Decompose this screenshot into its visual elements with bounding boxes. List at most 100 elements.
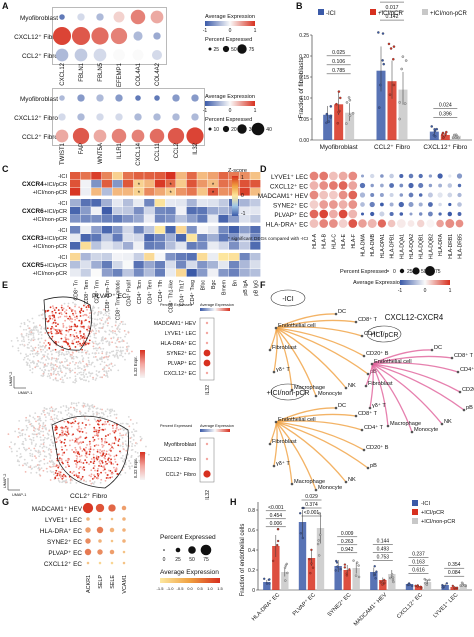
panel-e-bottom-point (139, 435, 142, 438)
panel-e-bottom-point (25, 428, 28, 431)
panel-e-top-point (76, 343, 79, 346)
panel-c-cell (123, 269, 134, 277)
panel-e-bottom-point (61, 461, 64, 464)
panel-d-col-label: HLA-DMB (370, 233, 376, 256)
panel-c-cell (218, 188, 229, 196)
panel-e-top-point (96, 374, 99, 377)
panel-e-top-point (87, 325, 90, 328)
panel-e-bottom-point (78, 441, 81, 444)
panel-e-bottom-point (132, 438, 135, 441)
panel-d-dot (457, 192, 462, 198)
panel-e-top-point (114, 332, 117, 335)
panel-e-bottom-point (107, 434, 110, 436)
panel-e-bottom-point (65, 405, 68, 407)
panel-e-bottom-point (42, 434, 45, 437)
panel-e-bottom-point (98, 412, 100, 415)
panel-e-bottom-point (79, 466, 82, 468)
panel-e-top-point (47, 309, 50, 312)
panel-f-nonpcr-node (362, 448, 366, 452)
panel-e-top-point (95, 347, 97, 350)
panel-e-bottom-point (46, 462, 49, 465)
panel-h-point (389, 576, 392, 580)
panel-h-pvalue: 0.616 (412, 568, 425, 574)
panel-e-bottom-point (88, 423, 91, 426)
panel-e-bottom-point (117, 444, 120, 447)
panel-e-top-point (77, 351, 80, 354)
panel-e-top-point (48, 343, 51, 346)
panel-g-colorbar-tick: 0.5 (197, 586, 203, 591)
panel-h-category-label: HLA-DRA⁺ EC (250, 591, 281, 622)
panel-e-bottom-point (38, 415, 41, 418)
panel-e-top-point (39, 367, 42, 370)
panel-e-top-point (25, 334, 28, 337)
panel-f-ici-edge (275, 326, 363, 337)
panel-e-top-point (82, 371, 85, 374)
panel-e-top-point (86, 350, 89, 352)
panel-e-top-point (47, 320, 50, 322)
panel-e-top-dot (203, 349, 211, 357)
panel-e-top-point (60, 306, 63, 309)
panel-h-bar (343, 570, 351, 590)
panel-e-bottom-point (102, 444, 105, 447)
panel-e-bottom-point (59, 411, 62, 414)
panel-e-top-point (93, 365, 96, 368)
panel-e-bottom-point (86, 443, 88, 446)
panel-e-bottom-point (83, 479, 85, 482)
panel-e-top-point (34, 366, 37, 369)
panel-e-bottom-dot-row-label: CCL2⁺ Fibro (166, 472, 196, 478)
panel-h-legend-swatch (412, 509, 418, 515)
panel-e-bottom-point (92, 462, 95, 465)
panel-a-legend-top-title: Average Expression (205, 14, 255, 20)
panel-e-top-point (84, 343, 87, 346)
panel-e-bottom-point (100, 465, 103, 468)
panel-g-dot (122, 528, 126, 532)
panel-h-point (319, 533, 322, 536)
panel-e-top-point (95, 349, 98, 352)
panel-c-cell (112, 226, 123, 234)
panel-e-top-point (95, 342, 98, 345)
panel-f-ici-node-label: Monocyte (318, 391, 342, 397)
panel-e-bottom-legend2: Average Expression (200, 424, 234, 428)
panel-h-bar (441, 585, 449, 590)
panel-c-cell (123, 253, 134, 261)
panel-e-top-point (70, 328, 73, 331)
panel-e-top-point (29, 329, 32, 332)
panel-e-bottom-point (58, 433, 61, 436)
panel-e-bottom-point (129, 437, 132, 440)
panel-e-bottom-point (84, 418, 87, 421)
panel-d-col-label: HLA-DRB5 (458, 234, 464, 259)
panel-e-top-point (114, 342, 117, 345)
panel-d-dot (448, 202, 452, 207)
panel-e-top-point (80, 371, 82, 374)
panel-e-bottom-point (45, 446, 48, 449)
panel-b-y-tick-label: 0.20 (299, 54, 309, 60)
panel-e-top-point (118, 328, 121, 331)
panel-e-top-point (99, 347, 102, 350)
panel-d-dot (398, 201, 404, 208)
panel-e-bottom-point (17, 428, 20, 430)
panel-d-dot (370, 193, 375, 197)
panel-h-pvalue: 0.753 (377, 555, 390, 561)
panel-e-top-point (50, 353, 53, 356)
panel-e-bottom-point (91, 406, 94, 408)
panel-e-bottom-point (105, 423, 107, 426)
panel-e-bottom-point (61, 448, 64, 451)
panel-e-top-point (124, 358, 126, 361)
panel-c-cell (239, 215, 250, 223)
panel-e-bottom-point (52, 471, 54, 473)
panel-e-bottom-point (83, 402, 86, 405)
panel-e-top-point (74, 381, 76, 384)
panel-a-top-dot (132, 49, 144, 61)
panel-d-dot (377, 219, 387, 228)
panel-e-bottom-point (86, 403, 89, 406)
panel-d-legend-size-label: 75 (435, 269, 441, 275)
panel-c-cell (229, 234, 240, 242)
panel-e-bottom-point (72, 470, 75, 473)
panel-d-dot (369, 201, 375, 208)
panel-e-bottom-point (97, 444, 100, 447)
panel-e-top-point (121, 339, 124, 341)
panel-e-top-point (68, 345, 71, 348)
panel-h-y-tick-label: 0.2 (248, 568, 255, 574)
panel-e-bottom-point (114, 458, 116, 461)
panel-e-bottom-dot (205, 442, 209, 446)
